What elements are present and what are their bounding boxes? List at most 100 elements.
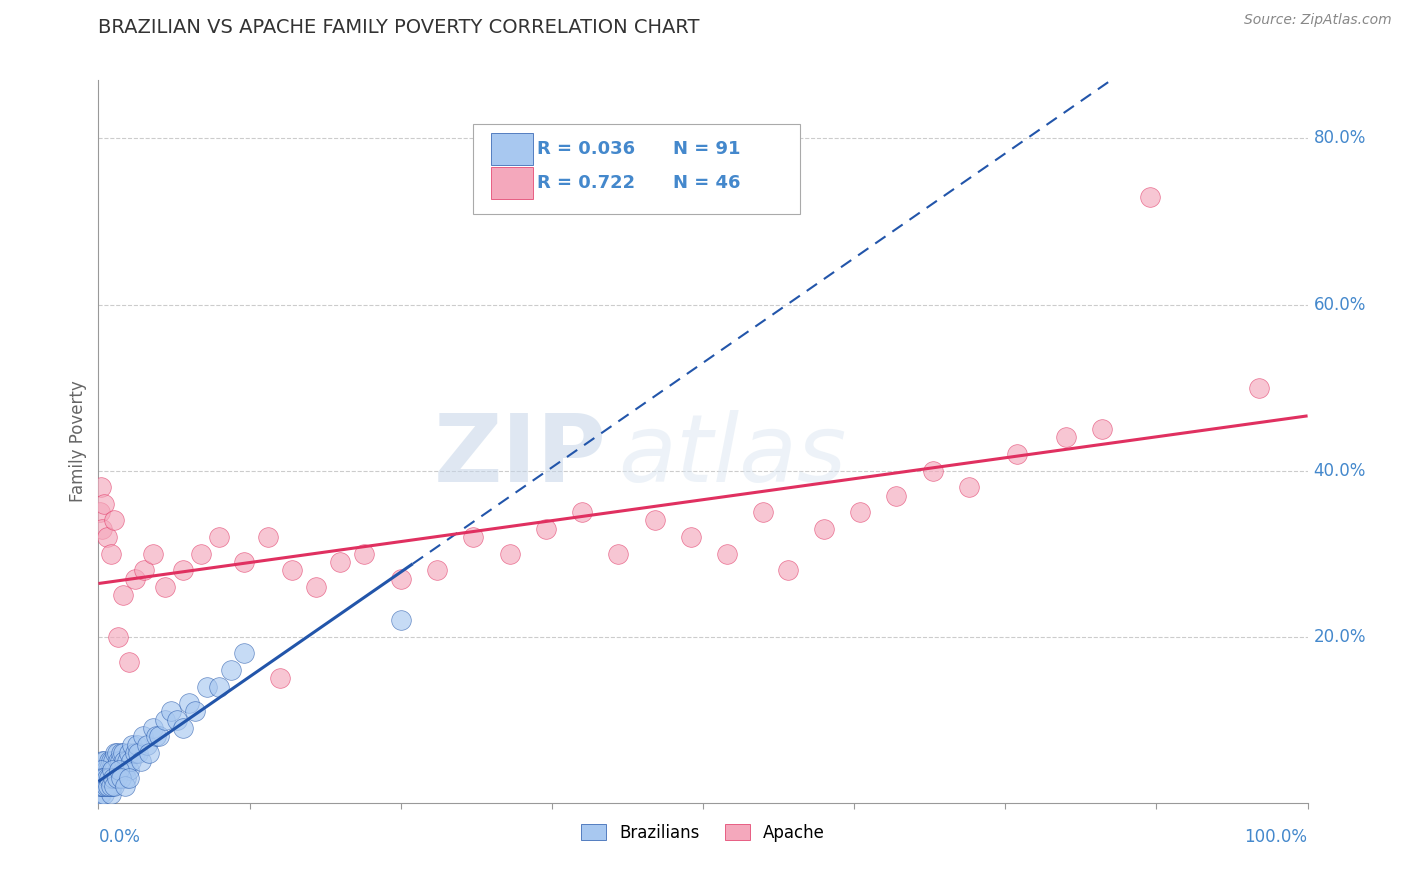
Point: [269, 671, 291, 685]
Point: [100, 788, 122, 802]
Point: [97, 763, 120, 777]
Point: [93, 788, 115, 802]
Point: [776, 563, 799, 577]
Point: [90, 788, 112, 802]
Point: [849, 505, 872, 519]
Point: [153, 580, 176, 594]
Point: [208, 530, 231, 544]
Point: [97, 779, 120, 793]
Point: [91, 771, 114, 785]
Point: [208, 680, 231, 694]
Point: [100, 763, 122, 777]
Point: [115, 771, 138, 785]
Point: [100, 771, 122, 785]
Point: [1249, 380, 1271, 394]
Point: [96, 530, 118, 544]
Point: [132, 730, 155, 744]
Text: atlas: atlas: [619, 410, 846, 501]
Point: [120, 754, 142, 768]
Point: [89, 771, 111, 785]
Point: [571, 505, 593, 519]
Point: [172, 721, 194, 735]
Point: [142, 721, 165, 735]
Point: [96, 779, 118, 793]
Point: [127, 738, 149, 752]
Point: [93, 497, 115, 511]
Point: [100, 754, 122, 768]
Point: [389, 572, 412, 586]
Point: [112, 754, 135, 768]
Point: [93, 754, 115, 768]
Point: [221, 663, 243, 677]
Point: [93, 771, 115, 785]
Point: [232, 646, 254, 660]
Point: [91, 779, 114, 793]
Point: [114, 779, 136, 793]
FancyBboxPatch shape: [492, 133, 533, 165]
Text: 20.0%: 20.0%: [1313, 628, 1367, 646]
Point: [101, 754, 124, 768]
Point: [90, 779, 112, 793]
Text: 80.0%: 80.0%: [1313, 129, 1367, 147]
Text: N = 46: N = 46: [672, 174, 741, 192]
Point: [117, 754, 139, 768]
Point: [94, 779, 117, 793]
Point: [110, 771, 132, 785]
Point: [957, 480, 980, 494]
Point: [148, 730, 170, 744]
Point: [111, 746, 134, 760]
Point: [100, 763, 122, 777]
Point: [426, 563, 449, 577]
Point: [89, 505, 111, 519]
Point: [118, 763, 141, 777]
Point: [90, 480, 112, 494]
Point: [94, 779, 117, 793]
Point: [389, 613, 412, 627]
Text: ZIP: ZIP: [433, 410, 606, 502]
Point: [135, 738, 157, 752]
Point: [105, 763, 128, 777]
Point: [103, 779, 125, 793]
Point: [100, 547, 122, 561]
Point: [89, 779, 111, 793]
Point: [90, 771, 112, 785]
Point: [101, 771, 124, 785]
Point: [172, 563, 194, 577]
Point: [142, 547, 165, 561]
Point: [534, 522, 557, 536]
Point: [1054, 430, 1077, 444]
Point: [190, 547, 212, 561]
Point: [90, 763, 112, 777]
Point: [105, 746, 128, 760]
Text: R = 0.036: R = 0.036: [537, 140, 636, 158]
Point: [98, 771, 121, 785]
Point: [96, 771, 118, 785]
Point: [813, 522, 835, 536]
Point: [1091, 422, 1114, 436]
Point: [107, 754, 129, 768]
Point: [716, 547, 738, 561]
Point: [97, 779, 120, 793]
Point: [107, 630, 129, 644]
Point: [103, 763, 125, 777]
Point: [91, 771, 114, 785]
Point: [110, 746, 132, 760]
Point: [104, 771, 127, 785]
Point: [886, 489, 908, 503]
Point: [98, 754, 121, 768]
Point: [134, 563, 156, 577]
Point: [96, 771, 118, 785]
Point: [89, 771, 111, 785]
Point: [752, 505, 775, 519]
Legend: Brazilians, Apache: Brazilians, Apache: [575, 817, 831, 848]
Point: [644, 513, 666, 527]
Point: [1139, 189, 1161, 203]
Point: [94, 763, 117, 777]
Text: Source: ZipAtlas.com: Source: ZipAtlas.com: [1244, 13, 1392, 28]
Text: 60.0%: 60.0%: [1313, 295, 1367, 313]
Point: [153, 713, 176, 727]
Text: 100.0%: 100.0%: [1244, 828, 1308, 847]
Point: [166, 713, 188, 727]
FancyBboxPatch shape: [492, 167, 533, 199]
Point: [101, 771, 124, 785]
